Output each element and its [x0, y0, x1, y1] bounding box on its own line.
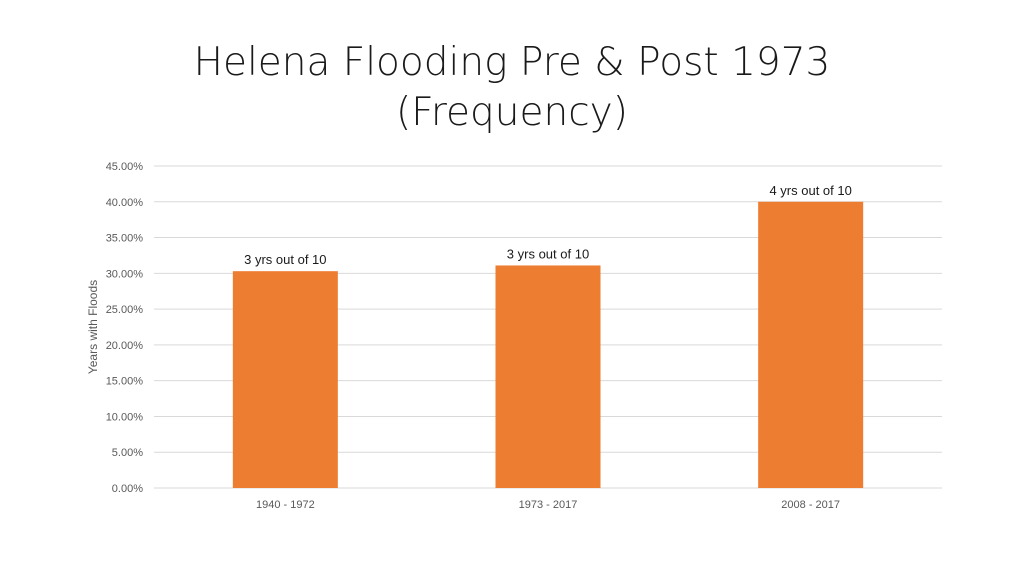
bar — [232, 271, 338, 488]
slide-title-line-1: Helena Flooding Pre & Post 1973 — [193, 40, 831, 85]
y-axis-tick-labels: 0.00% 5.00% 10.00% 15.00% 20.00% 25.00% 30.00%… — [106, 161, 144, 495]
bar-data-label: 3 yrs out of 10 — [244, 252, 326, 267]
bar-data-label: 4 yrs out of 10 — [769, 183, 851, 198]
bar — [495, 265, 601, 488]
x-category-label: 1973 - 2017 — [519, 499, 578, 511]
slide-title-line-2: (Frequency) — [396, 90, 628, 135]
y-tick-label: 5.00% — [112, 447, 143, 459]
y-tick-label: 10.00% — [106, 411, 144, 423]
y-axis-title: Years with Floods — [86, 280, 100, 374]
y-tick-label: 0.00% — [112, 483, 143, 495]
x-category-label: 2008 - 2017 — [781, 499, 840, 511]
y-tick-label: 20.00% — [106, 340, 144, 352]
y-tick-label: 30.00% — [106, 268, 144, 280]
x-category-label: 1940 - 1972 — [256, 499, 315, 511]
x-axis-category-labels: 1940 - 1972 1973 - 2017 2008 - 2017 — [256, 499, 840, 511]
slide-title: Helena Flooding Pre & Post 1973 (Frequen… — [112, 38, 912, 138]
y-tick-label: 45.00% — [106, 161, 144, 173]
data-labels: 3 yrs out of 10 3 yrs out of 10 4 yrs out … — [244, 183, 852, 267]
y-tick-label: 35.00% — [106, 233, 144, 245]
bar-data-label: 3 yrs out of 10 — [507, 246, 589, 261]
y-tick-label: 25.00% — [106, 304, 144, 316]
bars — [232, 201, 864, 488]
y-tick-label: 15.00% — [106, 376, 144, 388]
bar — [758, 201, 864, 488]
y-tick-label: 40.00% — [106, 197, 144, 209]
